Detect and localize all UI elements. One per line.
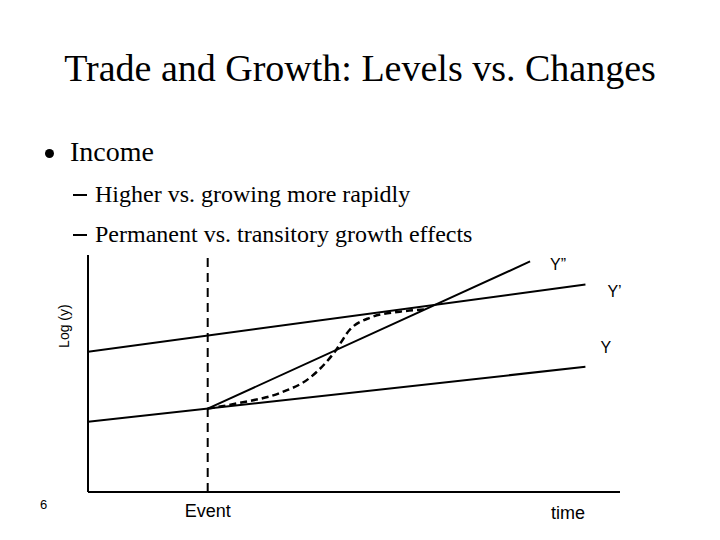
svg-text:Y”: Y” (550, 256, 566, 273)
html-text:Higher vs. growing more rapidl: Higher vs. growing more rapidly (95, 181, 411, 207)
svg-text:Y: Y (600, 339, 611, 356)
html-text:Permanent vs. transitory growt: Permanent vs. transitory growth effects (95, 221, 473, 247)
html-text:6: 6 (40, 497, 48, 512)
svg-text:Event: Event (185, 501, 231, 521)
html-text:Income: Income (70, 136, 154, 167)
svg-text:Y’: Y’ (607, 283, 621, 300)
html-text:Trade and Growth: Levels vs. C: Trade and Growth: Levels vs. Changes (64, 47, 656, 89)
svg-text:Log (y): Log (y) (56, 304, 72, 348)
svg-text:time: time (551, 503, 585, 523)
